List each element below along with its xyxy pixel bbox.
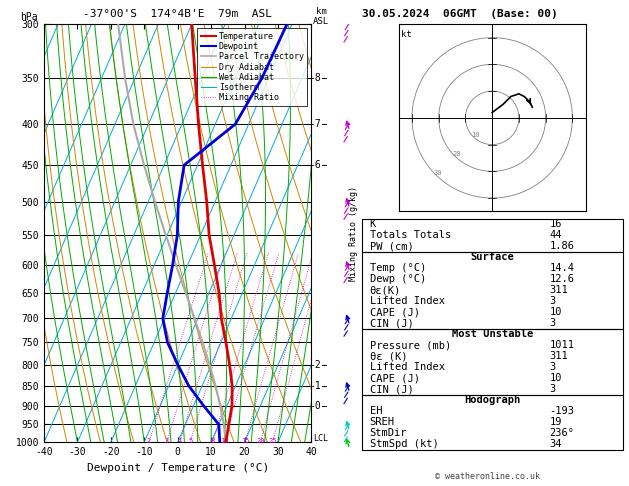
Text: -193: -193	[550, 406, 575, 416]
Text: θε(K): θε(K)	[369, 285, 401, 295]
Text: -7: -7	[309, 119, 321, 129]
Legend: Temperature, Dewpoint, Parcel Trajectory, Dry Adiabat, Wet Adiabat, Isotherm, Mi: Temperature, Dewpoint, Parcel Trajectory…	[197, 29, 307, 105]
Bar	[362, 219, 623, 252]
Text: 20: 20	[256, 438, 265, 444]
Text: CAPE (J): CAPE (J)	[369, 373, 420, 383]
Text: 19: 19	[550, 417, 562, 427]
Text: -6: -6	[309, 160, 321, 170]
Bar	[362, 395, 623, 450]
Text: 20: 20	[452, 151, 460, 157]
Text: EH: EH	[369, 406, 382, 416]
Text: 2: 2	[147, 438, 151, 444]
Text: 3: 3	[550, 362, 556, 372]
Text: CIN (J): CIN (J)	[369, 318, 413, 328]
Text: 44: 44	[550, 230, 562, 240]
Text: 3: 3	[165, 438, 169, 444]
Text: Surface: Surface	[470, 252, 514, 262]
Text: 30.05.2024  06GMT  (Base: 00): 30.05.2024 06GMT (Base: 00)	[362, 9, 557, 19]
Text: 34: 34	[550, 439, 562, 449]
Text: StmDir: StmDir	[369, 428, 407, 438]
Text: StmSpd (kt): StmSpd (kt)	[369, 439, 438, 449]
Text: 12.6: 12.6	[550, 274, 575, 284]
Text: PW (cm): PW (cm)	[369, 241, 413, 251]
Text: Pressure (mb): Pressure (mb)	[369, 340, 451, 350]
Text: -1: -1	[309, 381, 321, 391]
Text: CAPE (J): CAPE (J)	[369, 307, 420, 317]
Text: 3: 3	[550, 384, 556, 394]
Text: 236°: 236°	[550, 428, 575, 438]
Text: -0: -0	[309, 400, 321, 411]
Text: SREH: SREH	[369, 417, 394, 427]
Text: 30: 30	[433, 170, 442, 175]
Text: 10: 10	[550, 307, 562, 317]
Text: K: K	[369, 219, 376, 229]
Text: -8: -8	[309, 73, 321, 83]
Text: km
ASL: km ASL	[313, 7, 329, 26]
Text: 15: 15	[241, 438, 249, 444]
Text: LCL: LCL	[314, 434, 328, 443]
Text: Mixing Ratio (g/kg): Mixing Ratio (g/kg)	[348, 186, 357, 281]
Text: kt: kt	[401, 30, 412, 39]
Text: 25: 25	[268, 438, 277, 444]
Bar	[362, 329, 623, 395]
Text: 3: 3	[550, 296, 556, 306]
Text: θε (K): θε (K)	[369, 351, 407, 361]
Text: 4: 4	[177, 438, 182, 444]
Text: © weatheronline.co.uk: © weatheronline.co.uk	[435, 472, 540, 481]
Text: Lifted Index: Lifted Index	[369, 296, 445, 306]
Text: 1.86: 1.86	[550, 241, 575, 251]
Text: 3: 3	[550, 318, 556, 328]
X-axis label: Dewpoint / Temperature (°C): Dewpoint / Temperature (°C)	[87, 463, 269, 473]
Text: Hodograph: Hodograph	[464, 395, 520, 405]
Text: 10: 10	[220, 438, 228, 444]
Text: hPa: hPa	[20, 12, 38, 22]
Bar	[362, 252, 623, 329]
Text: 10: 10	[550, 373, 562, 383]
Text: Totals Totals: Totals Totals	[369, 230, 451, 240]
Text: 5: 5	[188, 438, 192, 444]
Text: 8: 8	[211, 438, 215, 444]
Text: Temp (°C): Temp (°C)	[369, 263, 426, 273]
Text: Most Unstable: Most Unstable	[452, 329, 533, 339]
Text: 1011: 1011	[550, 340, 575, 350]
Text: 10: 10	[471, 132, 479, 138]
Text: 311: 311	[550, 351, 569, 361]
Text: Lifted Index: Lifted Index	[369, 362, 445, 372]
Text: 311: 311	[550, 285, 569, 295]
Text: -2: -2	[309, 360, 321, 370]
Text: Dewp (°C): Dewp (°C)	[369, 274, 426, 284]
Text: -37°00'S  174°4B'E  79m  ASL: -37°00'S 174°4B'E 79m ASL	[83, 9, 272, 19]
Text: 16: 16	[550, 219, 562, 229]
Text: CIN (J): CIN (J)	[369, 384, 413, 394]
Text: 14.4: 14.4	[550, 263, 575, 273]
